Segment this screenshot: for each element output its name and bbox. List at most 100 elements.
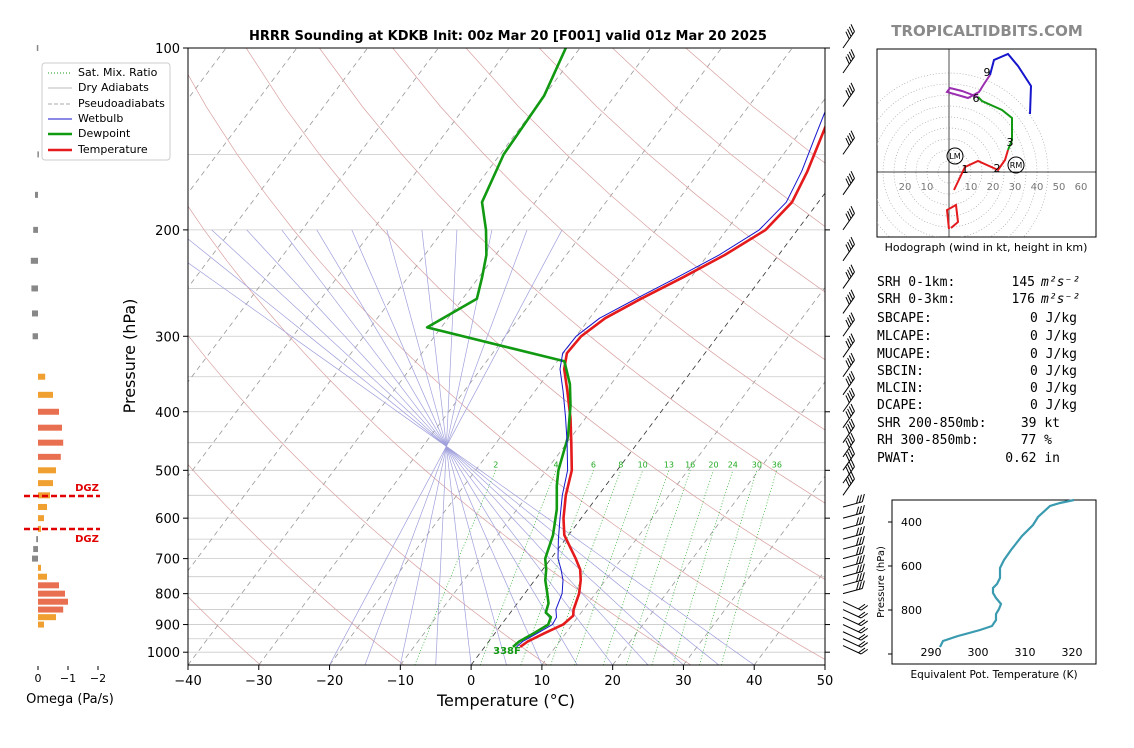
barb-staff xyxy=(842,587,863,595)
barb-feather xyxy=(850,418,855,427)
barb-feather xyxy=(860,648,868,655)
srh01-value: 145 xyxy=(1012,275,1035,290)
y-tick-label: 900 xyxy=(155,619,180,634)
barb-feather xyxy=(848,335,854,344)
x-tick-label: −20 xyxy=(316,674,343,689)
omega-xlabel: Omega (Pa/s) xyxy=(26,692,114,707)
barb-staff xyxy=(842,552,863,560)
omega-bar xyxy=(32,333,38,340)
dry-adiabat xyxy=(245,48,825,580)
barb-feather xyxy=(850,387,855,396)
wind-barbs xyxy=(842,24,868,655)
pseudoadiabat xyxy=(435,229,458,665)
hodograph-height-label: 6 xyxy=(973,92,980,105)
hodograph-ring-label: 40 xyxy=(1031,182,1044,193)
dgz-label-upper: DGZ xyxy=(75,534,99,545)
barb-feather xyxy=(858,619,866,625)
barb-feather xyxy=(848,448,854,457)
barb-feather xyxy=(856,527,860,536)
hodograph-ring-label: 60 xyxy=(1075,182,1088,193)
barb-staff xyxy=(842,478,855,496)
omega-bar xyxy=(38,408,59,415)
barb-feather xyxy=(850,49,855,57)
barb-feather xyxy=(861,572,865,581)
wind-barb xyxy=(842,446,855,471)
omega-bar xyxy=(38,373,46,380)
legend-item-4: Dewpoint xyxy=(78,127,131,140)
wind-barb xyxy=(842,535,865,550)
barb-staff xyxy=(842,624,862,634)
barb-feather xyxy=(847,210,852,219)
barb-feather xyxy=(848,239,854,248)
isotherm xyxy=(188,48,510,477)
barb-feather xyxy=(845,319,850,328)
omega-bar xyxy=(38,621,44,628)
barb-feather xyxy=(847,29,852,37)
rm-label: RM xyxy=(1010,161,1023,170)
shr-label: SHR 200-850mb: xyxy=(877,416,987,431)
barb-feather xyxy=(861,563,865,572)
barb-staff xyxy=(842,440,855,458)
barb-feather xyxy=(845,271,850,280)
isotherm xyxy=(541,286,825,665)
barb-feather xyxy=(858,572,862,582)
barb-feather xyxy=(848,390,854,399)
omega-bar xyxy=(38,424,62,431)
omega-bar xyxy=(38,480,53,487)
omega-bar xyxy=(38,503,47,510)
barb-feather xyxy=(856,506,860,515)
omega-tick-1: −1 xyxy=(60,672,76,685)
barb-feather xyxy=(861,515,865,524)
theta-ytick-0: 400 xyxy=(901,516,922,529)
barb-feather xyxy=(856,573,860,582)
barb-feather xyxy=(858,536,862,545)
barb-feather xyxy=(860,620,868,627)
wind-barb xyxy=(842,352,855,378)
barb-staff xyxy=(842,89,855,107)
chart-title: HRRR Sounding at KDKB Init: 00z Mar 20 [… xyxy=(249,29,767,44)
barb-staff xyxy=(842,616,862,627)
barb-feather xyxy=(845,453,850,462)
lm-label: LM xyxy=(949,152,960,161)
skewt-frame xyxy=(187,47,826,666)
pwat-value: 0.62 in xyxy=(1005,451,1060,466)
x-tick-label: 20 xyxy=(604,674,621,689)
legend-item-5: Temperature xyxy=(77,143,148,156)
srh03-label: SRH 0-3km: xyxy=(877,292,955,307)
hodograph-ring-label: 50 xyxy=(1053,182,1066,193)
series-dewpoint xyxy=(425,48,572,648)
mixing-ratio-label: 16 xyxy=(685,460,695,469)
wind-barb xyxy=(842,609,868,619)
srh03-value: 176 xyxy=(1012,292,1035,307)
mixing-ratio-label: 30 xyxy=(752,460,762,469)
pseudoadiabat xyxy=(364,229,528,665)
isotherm xyxy=(329,48,793,665)
barb-feather xyxy=(848,51,854,60)
barb-feather xyxy=(850,370,855,379)
barb-staff xyxy=(842,137,855,155)
y-tick-label: 700 xyxy=(155,553,180,568)
barb-staff xyxy=(842,601,862,611)
pseudoadiabat xyxy=(281,229,613,665)
barb-feather xyxy=(860,612,868,619)
barb-feather xyxy=(850,264,855,273)
barb-feather xyxy=(845,360,850,368)
wind-barb xyxy=(842,170,855,196)
omega-bar xyxy=(38,590,65,597)
barb-staff xyxy=(842,466,855,484)
omega-bar xyxy=(38,467,56,474)
mixing-ratio-label: 6 xyxy=(591,460,596,469)
mixing-ratio-line xyxy=(520,470,594,665)
y-tick-label: 400 xyxy=(155,406,180,421)
theta-ytick-1: 600 xyxy=(901,560,922,573)
barb-staff xyxy=(842,296,855,314)
hodograph-height-label: 9 xyxy=(984,66,991,79)
y-tick-label: 100 xyxy=(155,42,180,57)
hodograph-height-label: 2 xyxy=(994,162,1001,175)
hodograph-ring-label: 30 xyxy=(1009,182,1022,193)
wind-barb xyxy=(842,82,855,107)
barb-staff xyxy=(842,453,855,471)
barb-feather xyxy=(858,546,862,555)
pseudoadiabat xyxy=(316,229,578,665)
barb-feather xyxy=(847,338,852,347)
